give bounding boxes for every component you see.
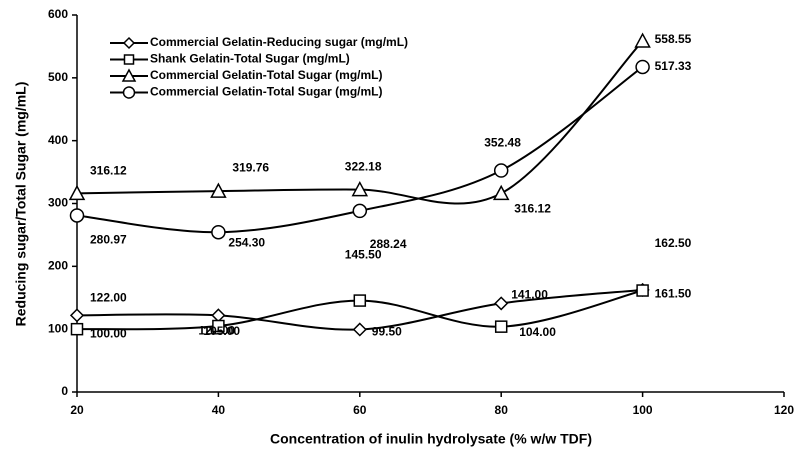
y-tick-label: 400 — [48, 133, 68, 147]
marker — [352, 322, 367, 337]
data-label: 100.00 — [90, 326, 127, 340]
x-tick-label: 40 — [212, 403, 226, 417]
marker — [353, 294, 367, 307]
marker — [69, 308, 85, 323]
data-label: 316.12 — [90, 164, 127, 178]
x-tick-label: 100 — [633, 403, 653, 417]
data-label: 254.30 — [228, 235, 265, 249]
data-label: 517.33 — [655, 59, 692, 73]
data-label: 105.00 — [203, 324, 240, 338]
data-label: 145.50 — [345, 248, 382, 262]
marker — [352, 203, 368, 219]
legend-marker — [121, 68, 137, 82]
data-label: 99.50 — [372, 325, 402, 339]
y-tick-label: 100 — [48, 321, 68, 335]
data-label: 161.50 — [655, 287, 692, 301]
marker — [635, 59, 650, 75]
marker — [68, 184, 86, 201]
y-tick-label: 500 — [48, 70, 68, 84]
marker — [636, 284, 649, 297]
x-axis-title: Concentration of inulin hydrolysate (% w… — [270, 431, 592, 447]
legend-label: Commercial Gelatin-Total Sugar (mg/mL) — [150, 68, 382, 82]
y-tick-label: 600 — [48, 7, 68, 21]
x-tick-label: 80 — [495, 403, 509, 417]
marker — [212, 319, 225, 333]
marker — [69, 208, 85, 223]
data-label: 141.00 — [511, 288, 548, 302]
marker — [70, 322, 84, 336]
data-label: 280.97 — [90, 233, 127, 247]
marker — [494, 320, 508, 333]
marker — [351, 180, 369, 197]
x-tick-label: 60 — [353, 403, 367, 417]
data-label: 162.50 — [655, 236, 692, 250]
y-axis-title: Reducing sugar/Total Sugar (mg/mL) — [13, 82, 29, 327]
legend-label: Commercial Gelatin-Reducing sugar (mg/mL… — [150, 35, 408, 49]
marker — [210, 182, 227, 198]
x-tick-label: 120 — [774, 403, 794, 417]
y-tick-label: 200 — [48, 259, 68, 273]
data-label: 558.55 — [655, 32, 692, 46]
marker — [211, 224, 226, 240]
marker — [492, 184, 510, 201]
y-tick-label: 300 — [48, 196, 68, 210]
data-label: 322.18 — [345, 160, 382, 174]
legend-marker — [122, 36, 136, 50]
x-tick-label: 20 — [70, 403, 84, 417]
data-label: 122.00 — [90, 291, 127, 305]
marker — [634, 32, 651, 48]
data-label: 352.48 — [484, 136, 521, 150]
legend-marker — [123, 54, 135, 65]
legend-marker — [122, 86, 136, 99]
legend-label: Commercial Gelatin-Total Sugar (mg/mL) — [150, 85, 382, 99]
series-line — [76, 40, 644, 205]
marker — [211, 308, 226, 323]
data-label: 319.76 — [232, 160, 269, 174]
data-label: 288.24 — [370, 237, 407, 251]
y-tick-label: 0 — [61, 384, 68, 398]
marker — [494, 296, 509, 311]
data-label: 316.12 — [514, 202, 551, 216]
data-label: 104.00 — [519, 325, 556, 339]
legend-label: Shank Gelatin-Total Sugar (mg/mL) — [150, 52, 350, 66]
marker — [493, 163, 509, 178]
